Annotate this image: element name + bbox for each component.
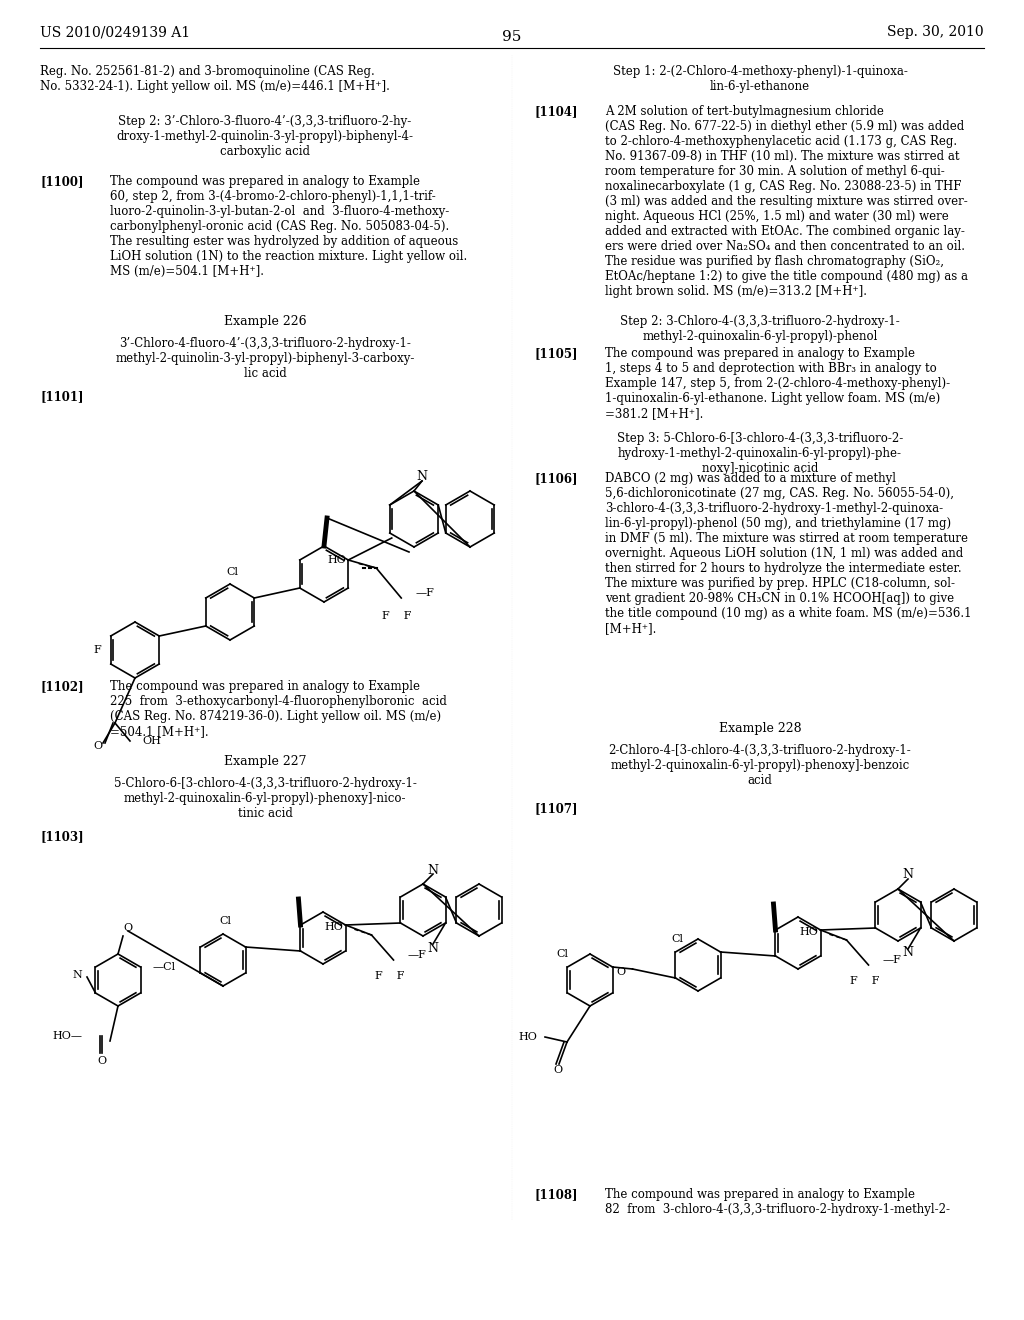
- Text: O: O: [97, 1056, 106, 1067]
- Text: A 2M solution of tert-butylmagnesium chloride
(CAS Reg. No. 677-22-5) in diethyl: A 2M solution of tert-butylmagnesium chl…: [605, 106, 968, 298]
- Text: O: O: [93, 741, 102, 751]
- Text: Step 3: 5-Chloro-6-[3-chloro-4-(3,3,3-trifluoro-2-
hydroxy-1-methyl-2-quinoxalin: Step 3: 5-Chloro-6-[3-chloro-4-(3,3,3-tr…: [616, 432, 903, 475]
- Text: [1103]: [1103]: [40, 830, 84, 843]
- Text: HO—: HO—: [52, 1031, 82, 1041]
- Text: [1106]: [1106]: [535, 473, 579, 484]
- Text: —F: —F: [416, 587, 434, 598]
- Text: O: O: [616, 968, 625, 977]
- Text: HO: HO: [328, 554, 346, 565]
- Text: OH: OH: [142, 737, 161, 746]
- Text: Reg. No. 252561-81-2) and 3-bromoquinoline (CAS Reg.
No. 5332-24-1). Light yello: Reg. No. 252561-81-2) and 3-bromoquinoli…: [40, 65, 390, 92]
- Text: Example 226: Example 226: [223, 315, 306, 327]
- Text: US 2010/0249139 A1: US 2010/0249139 A1: [40, 25, 190, 40]
- Text: 2-Chloro-4-[3-chloro-4-(3,3,3-trifluoro-2-hydroxy-1-
methyl-2-quinoxalin-6-yl-pr: 2-Chloro-4-[3-chloro-4-(3,3,3-trifluoro-…: [608, 744, 911, 787]
- Text: Cl: Cl: [226, 568, 238, 577]
- Text: —F: —F: [408, 950, 426, 960]
- Text: 5-Chloro-6-[3-chloro-4-(3,3,3-trifluoro-2-hydroxy-1-
methyl-2-quinoxalin-6-yl-pr: 5-Chloro-6-[3-chloro-4-(3,3,3-trifluoro-…: [114, 777, 417, 820]
- Text: Example 227: Example 227: [224, 755, 306, 768]
- Text: DABCO (2 mg) was added to a mixture of methyl
5,6-dichloronicotinate (27 mg, CAS: DABCO (2 mg) was added to a mixture of m…: [605, 473, 972, 635]
- Text: O: O: [124, 923, 132, 933]
- Text: —Cl: —Cl: [153, 962, 176, 972]
- Text: [1107]: [1107]: [535, 803, 579, 814]
- Text: F    F: F F: [850, 975, 880, 986]
- Text: F: F: [93, 645, 101, 655]
- Text: O: O: [553, 1065, 562, 1074]
- Text: The compound was prepared in analogy to Example
60, step 2, from 3-(4-bromo-2-ch: The compound was prepared in analogy to …: [110, 176, 467, 279]
- Text: [1108]: [1108]: [535, 1188, 579, 1201]
- Text: N: N: [417, 470, 427, 483]
- Text: [1105]: [1105]: [535, 347, 579, 360]
- Text: HO: HO: [800, 927, 818, 937]
- Text: Cl: Cl: [672, 935, 683, 944]
- Text: Step 2: 3-Chloro-4-(3,3,3-trifluoro-2-hydroxy-1-
methyl-2-quinoxalin-6-yl-propyl: Step 2: 3-Chloro-4-(3,3,3-trifluoro-2-hy…: [621, 315, 900, 343]
- Text: N: N: [427, 941, 438, 954]
- Text: Cl: Cl: [219, 916, 231, 927]
- Text: N: N: [427, 863, 438, 876]
- Text: —F: —F: [883, 954, 901, 965]
- Text: HO: HO: [325, 921, 343, 932]
- Text: F    F: F F: [383, 611, 412, 620]
- Text: Step 1: 2-(2-Chloro-4-methoxy-phenyl)-1-quinoxa-
lin-6-yl-ethanone: Step 1: 2-(2-Chloro-4-methoxy-phenyl)-1-…: [612, 65, 907, 92]
- Text: N: N: [902, 946, 913, 960]
- Text: The compound was prepared in analogy to Example
1, steps 4 to 5 and deprotection: The compound was prepared in analogy to …: [605, 347, 950, 420]
- Text: Example 228: Example 228: [719, 722, 802, 735]
- Text: The compound was prepared in analogy to Example
225  from  3-ethoxycarbonyl-4-fl: The compound was prepared in analogy to …: [110, 680, 446, 738]
- Text: 3’-Chloro-4-fluoro-4’-(3,3,3-trifluoro-2-hydroxy-1-
methyl-2-quinolin-3-yl-propy: 3’-Chloro-4-fluoro-4’-(3,3,3-trifluoro-2…: [116, 337, 415, 380]
- Text: [1100]: [1100]: [40, 176, 84, 187]
- Text: Step 2: 3’-Chloro-3-fluoro-4’-(3,3,3-trifluoro-2-hy-
droxy-1-methyl-2-quinolin-3: Step 2: 3’-Chloro-3-fluoro-4’-(3,3,3-tri…: [117, 115, 414, 158]
- Text: N: N: [73, 970, 82, 979]
- Text: Cl: Cl: [556, 949, 568, 960]
- Text: Sep. 30, 2010: Sep. 30, 2010: [888, 25, 984, 40]
- Text: [1104]: [1104]: [535, 106, 579, 117]
- Text: [1102]: [1102]: [40, 680, 84, 693]
- Text: HO: HO: [518, 1032, 537, 1041]
- Text: N: N: [902, 869, 913, 882]
- Text: F    F: F F: [375, 972, 404, 981]
- Text: The compound was prepared in analogy to Example
82  from  3-chloro-4-(3,3,3-trif: The compound was prepared in analogy to …: [605, 1188, 950, 1216]
- Text: [1101]: [1101]: [40, 389, 84, 403]
- Text: 95: 95: [503, 30, 521, 44]
